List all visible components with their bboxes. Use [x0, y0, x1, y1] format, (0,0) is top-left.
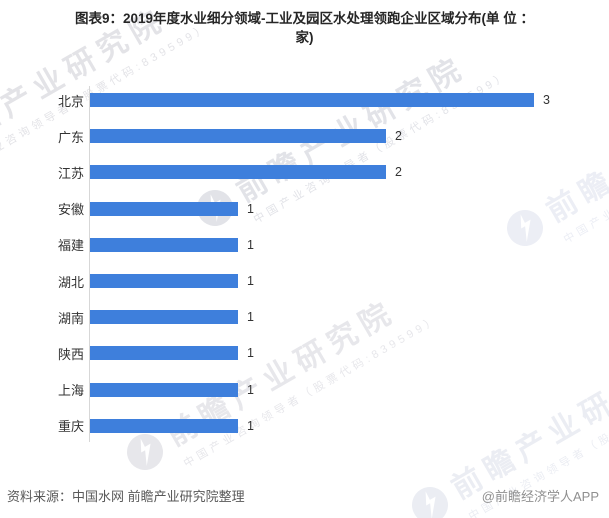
bar-row: 湖北 1 — [0, 263, 609, 299]
category-label: 北京 — [57, 93, 84, 109]
footer: 资料来源：中国水网 前瞻产业研究院整理 @前瞻经济学人APP — [0, 486, 609, 505]
bar-row: 陕西 1 — [0, 335, 609, 371]
category-label: 江苏 — [57, 165, 84, 181]
value-label: 3 — [543, 93, 550, 108]
bar-row: 北京 3 — [0, 82, 609, 118]
value-label: 1 — [247, 310, 254, 325]
category-label: 福建 — [57, 238, 84, 254]
bar-row: 湖南 1 — [0, 299, 609, 335]
bar — [90, 310, 238, 325]
value-label: 1 — [247, 201, 254, 216]
qianzhan-logo-icon — [120, 427, 169, 476]
category-label: 湖北 — [57, 274, 84, 290]
chart-title-line2: 家) — [295, 30, 314, 45]
bar — [90, 274, 238, 289]
bar-row: 江苏 2 — [0, 154, 609, 190]
qianzhan-logo-icon — [500, 203, 549, 252]
value-label: 1 — [247, 237, 254, 252]
value-label: 1 — [247, 382, 254, 397]
bar-chart: 北京 3 广东 2 江苏 2 安徽 1 福建 1 湖北 1 湖南 1 陕西 1 上海 1 重庆 1 — [0, 82, 609, 444]
y-axis-line — [89, 86, 90, 442]
watermark: 前瞻产业研究院 中国产业咨询领导者（股票代码:839599） — [500, 52, 609, 270]
category-label: 湖南 — [57, 310, 84, 326]
bar-row: 福建 1 — [0, 227, 609, 263]
bar-rows: 北京 3 广东 2 江苏 2 安徽 1 福建 1 湖北 1 湖南 1 陕西 1 上海 1 重庆 1 — [0, 82, 609, 444]
bar — [90, 201, 238, 216]
source-note: 资料来源：中国水网 前瞻产业研究院整理 — [7, 489, 245, 504]
chart-title-line1: 图表9：2019年度水业细分领域-工业及园区水处理领跑企业区域分布(单 位 ： — [74, 11, 535, 26]
bar — [90, 129, 386, 144]
credit-note: @前瞻经济学人APP — [481, 489, 599, 504]
watermark: 前瞻产业研究院 中国产业咨询领导者（股票代码:839599） — [405, 329, 609, 518]
value-label: 1 — [247, 274, 254, 289]
category-label: 上海 — [57, 383, 84, 399]
bar — [90, 93, 534, 108]
qianzhan-logo-icon — [405, 480, 454, 518]
bar — [90, 418, 238, 433]
bar — [90, 346, 238, 361]
chart-title: 图表9：2019年度水业细分领域-工业及园区水处理领跑企业区域分布(单 位 ： … — [0, 9, 609, 47]
bar-row: 广东 2 — [0, 118, 609, 154]
bar — [90, 237, 238, 252]
bar — [90, 165, 386, 180]
category-label: 陕西 — [57, 346, 84, 362]
watermark: 前瞻产业研究院 中国产业咨询领导者（股票代码:839599） — [120, 276, 441, 494]
value-label: 2 — [395, 165, 402, 180]
bar — [90, 382, 238, 397]
value-label: 2 — [395, 129, 402, 144]
bar-row: 重庆 1 — [0, 408, 609, 444]
bar-row: 上海 1 — [0, 372, 609, 408]
value-label: 1 — [247, 418, 254, 433]
category-label: 安徽 — [57, 202, 84, 218]
category-label: 重庆 — [57, 419, 84, 435]
bar-row: 安徽 1 — [0, 191, 609, 227]
value-label: 1 — [247, 346, 254, 361]
category-label: 广东 — [57, 129, 84, 145]
